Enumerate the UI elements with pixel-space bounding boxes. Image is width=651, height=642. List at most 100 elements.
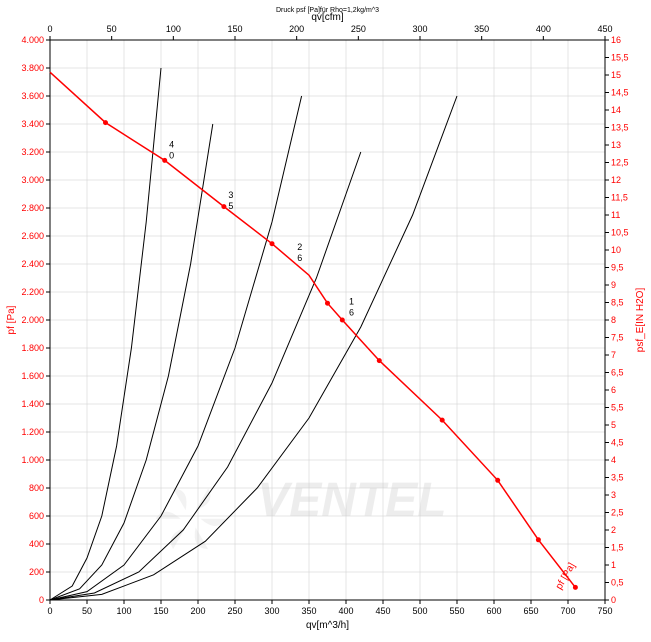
y-right-tick-label: 13,5 (611, 123, 629, 133)
y-right-tick-label: 16 (611, 35, 621, 45)
fan-curve-point (536, 537, 541, 542)
y-left-tick-label: 1.800 (21, 343, 44, 353)
curve-point-label: 0 (169, 151, 174, 161)
x-tick-label: 350 (301, 606, 316, 616)
y-left-tick-label: 3.800 (21, 63, 44, 73)
x-top-tick-label: 50 (107, 24, 117, 34)
y-right-tick-label: 10 (611, 245, 621, 255)
y-right-tick-label: 1 (611, 560, 616, 570)
y-right-tick-label: 13 (611, 140, 621, 150)
fan-curve-point (270, 241, 275, 246)
x-top-tick-label: 200 (289, 24, 304, 34)
x-tick-label: 150 (153, 606, 168, 616)
x-tick-label: 450 (375, 606, 390, 616)
y-right-tick-label: 12 (611, 175, 621, 185)
y-right-tick-label: 3,5 (611, 473, 624, 483)
y-right-tick-label: 14,5 (611, 88, 629, 98)
fan-curve-point (103, 120, 108, 125)
fan-curve-point (440, 418, 445, 423)
x-top-tick-label: 250 (351, 24, 366, 34)
x-tick-label: 650 (523, 606, 538, 616)
y-right-tick-label: 10,5 (611, 228, 629, 238)
x-tick-label: 500 (412, 606, 427, 616)
y-right-tick-label: 2 (611, 525, 616, 535)
x-tick-label: 550 (449, 606, 464, 616)
y-left-tick-label: 800 (29, 483, 44, 493)
y-right-tick-label: 5,5 (611, 403, 624, 413)
chart-container: VENTEL4035261605010015020025030035040045… (0, 0, 651, 642)
y-right-tick-label: 6,5 (611, 368, 624, 378)
y-left-tick-label: 4.000 (21, 35, 44, 45)
curve-point-label: 6 (349, 307, 354, 317)
x-top-tick-label: 150 (227, 24, 242, 34)
y-right-tick-label: 14 (611, 105, 621, 115)
y-right-tick-label: 11 (611, 210, 620, 220)
y-right-tick-label: 8 (611, 315, 616, 325)
x-tick-label: 700 (560, 606, 575, 616)
x-top-tick-label: 0 (47, 24, 52, 34)
curve-point-label: 3 (228, 190, 233, 200)
curve-point-label: 5 (228, 201, 233, 211)
fan-curve-point (573, 585, 578, 590)
y-left-tick-label: 1.600 (21, 371, 44, 381)
y-right-tick-label: 12,5 (611, 158, 629, 168)
x-tick-label: 250 (227, 606, 242, 616)
y-left-tick-label: 0 (39, 595, 44, 605)
x-top-tick-label: 350 (474, 24, 489, 34)
y-left-tick-label: 3.600 (21, 91, 44, 101)
x-tick-label: 0 (47, 606, 52, 616)
y-left-tick-label: 600 (29, 511, 44, 521)
fan-curve-point (162, 158, 167, 163)
x-top-tick-label: 300 (412, 24, 427, 34)
curve-point-label: 2 (297, 242, 302, 252)
y-right-tick-label: 2,5 (611, 508, 624, 518)
x-tick-label: 750 (597, 606, 612, 616)
x-tick-label: 50 (82, 606, 92, 616)
curve-point-label: 4 (169, 140, 174, 150)
y-right-tick-label: 15,5 (611, 53, 629, 63)
y-right-tick-label: 4 (611, 455, 616, 465)
plot-background (0, 0, 651, 642)
fan-curve-point (377, 358, 382, 363)
fan-curve-point (221, 204, 226, 209)
curve-point-label: 6 (297, 253, 302, 263)
y-right-tick-label: 7 (611, 350, 616, 360)
y-left-tick-label: 1.000 (21, 455, 44, 465)
y-right-tick-label: 1,5 (611, 543, 624, 553)
y-left-label: pf [Pa] (6, 305, 17, 334)
y-right-tick-label: 15 (611, 70, 621, 80)
y-right-tick-label: 9,5 (611, 263, 624, 273)
x-tick-label: 200 (190, 606, 205, 616)
y-right-tick-label: 8,5 (611, 298, 624, 308)
y-left-tick-label: 3.400 (21, 119, 44, 129)
x-top-tick-label: 450 (597, 24, 612, 34)
y-left-tick-label: 1.200 (21, 427, 44, 437)
curve-point-label: 1 (349, 296, 354, 306)
y-right-tick-label: 7,5 (611, 333, 624, 343)
y-right-tick-label: 5 (611, 420, 616, 430)
chart-svg: VENTEL4035261605010015020025030035040045… (0, 0, 651, 642)
y-right-tick-label: 6 (611, 385, 616, 395)
x-bottom-label: qv[m^3/h] (306, 620, 349, 631)
y-right-tick-label: 9 (611, 280, 616, 290)
y-left-tick-label: 2.800 (21, 203, 44, 213)
y-right-label: psf_E[IN H2O] (635, 288, 646, 353)
y-left-tick-label: 3.200 (21, 147, 44, 157)
x-top-tick-label: 100 (166, 24, 181, 34)
x-tick-label: 300 (264, 606, 279, 616)
x-tick-label: 600 (486, 606, 501, 616)
watermark-text: VENTEL (257, 474, 446, 527)
y-left-tick-label: 3.000 (21, 175, 44, 185)
x-tick-label: 100 (116, 606, 131, 616)
y-left-tick-label: 200 (29, 567, 44, 577)
y-left-tick-label: 2.200 (21, 287, 44, 297)
y-left-tick-label: 2.000 (21, 315, 44, 325)
y-left-tick-label: 400 (29, 539, 44, 549)
fan-curve-point (340, 318, 345, 323)
y-right-tick-label: 11,5 (611, 193, 628, 203)
fan-curve-point (495, 478, 500, 483)
y-right-tick-label: 4,5 (611, 438, 624, 448)
y-right-tick-label: 3 (611, 490, 616, 500)
x-top-tick-label: 400 (536, 24, 551, 34)
y-right-tick-label: 0,5 (611, 578, 624, 588)
